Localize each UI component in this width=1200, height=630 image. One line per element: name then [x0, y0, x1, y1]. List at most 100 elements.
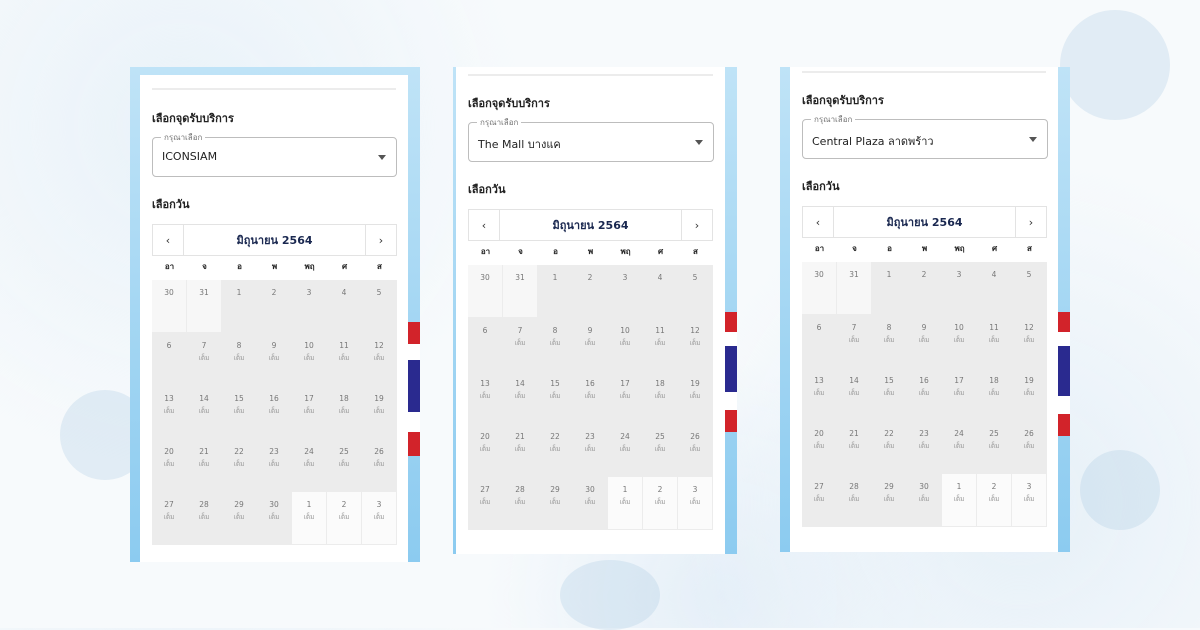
day-cell[interactable]: 15 เต็ม: [872, 368, 907, 421]
day-cell[interactable]: 11 เต็ม: [977, 315, 1012, 368]
day-cell[interactable]: 30: [152, 280, 187, 333]
day-cell[interactable]: 3: [292, 280, 327, 333]
day-cell[interactable]: 29 เต็ม: [538, 477, 573, 530]
day-cell[interactable]: 14 เต็ม: [837, 368, 872, 421]
day-cell[interactable]: 12 เต็ม: [678, 318, 713, 371]
day-cell[interactable]: 23 เต็ม: [257, 439, 292, 492]
day-cell[interactable]: 8 เต็ม: [222, 333, 257, 386]
day-cell[interactable]: 13 เต็ม: [468, 371, 503, 424]
day-cell[interactable]: 6: [468, 318, 503, 371]
day-cell[interactable]: 22 เต็ม: [872, 421, 907, 474]
day-cell[interactable]: 30: [802, 262, 837, 315]
day-cell[interactable]: 31: [503, 265, 538, 318]
day-cell[interactable]: 14 เต็ม: [503, 371, 538, 424]
day-cell[interactable]: 21 เต็ม: [837, 421, 872, 474]
day-cell[interactable]: 30 เต็ม: [257, 492, 292, 545]
day-cell[interactable]: 22 เต็ม: [538, 424, 573, 477]
next-month-button[interactable]: ›: [1015, 207, 1046, 237]
day-cell[interactable]: 29 เต็ม: [872, 474, 907, 527]
day-cell[interactable]: 2 เต็ม: [977, 474, 1012, 527]
day-cell[interactable]: 18 เต็ม: [327, 386, 362, 439]
day-cell[interactable]: 14 เต็ม: [187, 386, 222, 439]
day-cell[interactable]: 26 เต็ม: [1012, 421, 1047, 474]
day-cell[interactable]: 25 เต็ม: [327, 439, 362, 492]
day-cell[interactable]: 10 เต็ม: [608, 318, 643, 371]
day-cell[interactable]: 25 เต็ม: [643, 424, 678, 477]
day-cell[interactable]: 31: [837, 262, 872, 315]
day-cell[interactable]: 11 เต็ม: [327, 333, 362, 386]
day-cell[interactable]: 6: [152, 333, 187, 386]
day-cell[interactable]: 26 เต็ม: [362, 439, 397, 492]
day-cell[interactable]: 2 เต็ม: [643, 477, 678, 530]
day-cell[interactable]: 5: [362, 280, 397, 333]
day-cell[interactable]: 19 เต็ม: [678, 371, 713, 424]
day-cell[interactable]: 27 เต็ม: [468, 477, 503, 530]
day-cell[interactable]: 4: [643, 265, 678, 318]
day-cell[interactable]: 3 เต็ม: [1012, 474, 1047, 527]
day-cell[interactable]: 24 เต็ม: [292, 439, 327, 492]
day-cell[interactable]: 19 เต็ม: [1012, 368, 1047, 421]
prev-month-button[interactable]: ‹: [803, 207, 834, 237]
day-cell[interactable]: 29 เต็ม: [222, 492, 257, 545]
day-cell[interactable]: 12 เต็ม: [362, 333, 397, 386]
day-cell[interactable]: 20 เต็ม: [802, 421, 837, 474]
day-cell[interactable]: 1: [222, 280, 257, 333]
day-cell[interactable]: 16 เต็ม: [257, 386, 292, 439]
prev-month-button[interactable]: ‹: [469, 210, 500, 240]
day-cell[interactable]: 13 เต็ม: [802, 368, 837, 421]
day-cell[interactable]: 8 เต็ม: [538, 318, 573, 371]
day-cell[interactable]: 7 เต็ม: [187, 333, 222, 386]
day-cell[interactable]: 27 เต็ม: [152, 492, 187, 545]
location-select[interactable]: กรุณาเลือก ICONSIAM: [152, 131, 397, 177]
day-cell[interactable]: 2: [907, 262, 942, 315]
location-select[interactable]: กรุณาเลือก The Mall บางแค: [468, 116, 714, 162]
day-cell[interactable]: 5: [678, 265, 713, 318]
day-cell[interactable]: 10 เต็ม: [942, 315, 977, 368]
day-cell[interactable]: 7 เต็ม: [503, 318, 538, 371]
day-cell[interactable]: 1: [872, 262, 907, 315]
day-cell[interactable]: 21 เต็ม: [503, 424, 538, 477]
day-cell[interactable]: 23 เต็ม: [573, 424, 608, 477]
day-cell[interactable]: 28 เต็ม: [187, 492, 222, 545]
day-cell[interactable]: 1 เต็ม: [942, 474, 977, 527]
day-cell[interactable]: 2: [573, 265, 608, 318]
next-month-button[interactable]: ›: [681, 210, 712, 240]
day-cell[interactable]: 27 เต็ม: [802, 474, 837, 527]
day-cell[interactable]: 1 เต็ม: [608, 477, 643, 530]
day-cell[interactable]: 28 เต็ม: [503, 477, 538, 530]
day-cell[interactable]: 24 เต็ม: [942, 421, 977, 474]
day-cell[interactable]: 17 เต็ม: [608, 371, 643, 424]
day-cell[interactable]: 28 เต็ม: [837, 474, 872, 527]
day-cell[interactable]: 17 เต็ม: [942, 368, 977, 421]
day-cell[interactable]: 4: [327, 280, 362, 333]
day-cell[interactable]: 19 เต็ม: [362, 386, 397, 439]
location-select[interactable]: กรุณาเลือก Central Plaza ลาดพร้าว: [802, 113, 1048, 159]
day-cell[interactable]: 15 เต็ม: [538, 371, 573, 424]
day-cell[interactable]: 26 เต็ม: [678, 424, 713, 477]
day-cell[interactable]: 13 เต็ม: [152, 386, 187, 439]
day-cell[interactable]: 16 เต็ม: [573, 371, 608, 424]
day-cell[interactable]: 3: [942, 262, 977, 315]
day-cell[interactable]: 12 เต็ม: [1012, 315, 1047, 368]
day-cell[interactable]: 2: [257, 280, 292, 333]
day-cell[interactable]: 16 เต็ม: [907, 368, 942, 421]
day-cell[interactable]: 23 เต็ม: [907, 421, 942, 474]
day-cell[interactable]: 7 เต็ม: [837, 315, 872, 368]
day-cell[interactable]: 8 เต็ม: [872, 315, 907, 368]
day-cell[interactable]: 20 เต็ม: [152, 439, 187, 492]
day-cell[interactable]: 9 เต็ม: [257, 333, 292, 386]
day-cell[interactable]: 24 เต็ม: [608, 424, 643, 477]
day-cell[interactable]: 3 เต็ม: [362, 492, 397, 545]
day-cell[interactable]: 22 เต็ม: [222, 439, 257, 492]
day-cell[interactable]: 4: [977, 262, 1012, 315]
day-cell[interactable]: 30: [468, 265, 503, 318]
day-cell[interactable]: 3: [608, 265, 643, 318]
day-cell[interactable]: 17 เต็ม: [292, 386, 327, 439]
day-cell[interactable]: 20 เต็ม: [468, 424, 503, 477]
day-cell[interactable]: 18 เต็ม: [643, 371, 678, 424]
day-cell[interactable]: 1: [538, 265, 573, 318]
day-cell[interactable]: 11 เต็ม: [643, 318, 678, 371]
day-cell[interactable]: 30 เต็ม: [573, 477, 608, 530]
day-cell[interactable]: 25 เต็ม: [977, 421, 1012, 474]
day-cell[interactable]: 18 เต็ม: [977, 368, 1012, 421]
